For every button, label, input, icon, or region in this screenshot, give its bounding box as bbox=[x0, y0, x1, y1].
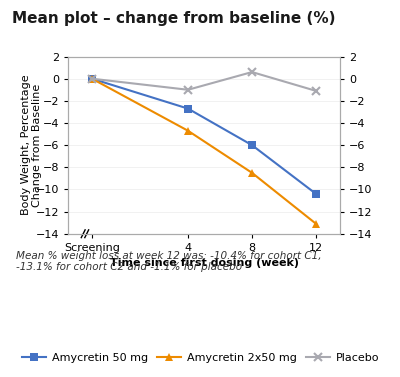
Line: Placebo: Placebo bbox=[88, 68, 320, 95]
Line: Amycretin 50 mg: Amycretin 50 mg bbox=[88, 75, 320, 198]
X-axis label: Time since first dosing (week): Time since first dosing (week) bbox=[110, 258, 298, 268]
Line: Amycretin 2x50 mg: Amycretin 2x50 mg bbox=[88, 75, 320, 228]
Amycretin 2x50 mg bbox=[314, 222, 318, 226]
Placebo bbox=[186, 87, 190, 92]
Y-axis label: Body Weight, Percentage
Change from Baseline: Body Weight, Percentage Change from Base… bbox=[20, 75, 42, 216]
Placebo bbox=[314, 89, 318, 93]
Placebo bbox=[90, 77, 94, 81]
Amycretin 2x50 mg bbox=[90, 77, 94, 81]
Text: Mean % weight loss at week 12 was: -10.4% for cohort C1,
-13.1% for cohort C2 an: Mean % weight loss at week 12 was: -10.4… bbox=[16, 251, 322, 272]
Amycretin 50 mg bbox=[90, 77, 94, 81]
Amycretin 50 mg bbox=[250, 143, 254, 147]
Amycretin 2x50 mg bbox=[250, 170, 254, 175]
Text: Mean plot – change from baseline (%): Mean plot – change from baseline (%) bbox=[12, 11, 336, 26]
Placebo bbox=[250, 70, 254, 74]
Amycretin 2x50 mg bbox=[186, 129, 190, 133]
Legend: Amycretin 50 mg, Amycretin 2x50 mg, Placebo: Amycretin 50 mg, Amycretin 2x50 mg, Plac… bbox=[18, 349, 384, 368]
Amycretin 50 mg bbox=[314, 192, 318, 196]
Amycretin 50 mg bbox=[186, 106, 190, 111]
